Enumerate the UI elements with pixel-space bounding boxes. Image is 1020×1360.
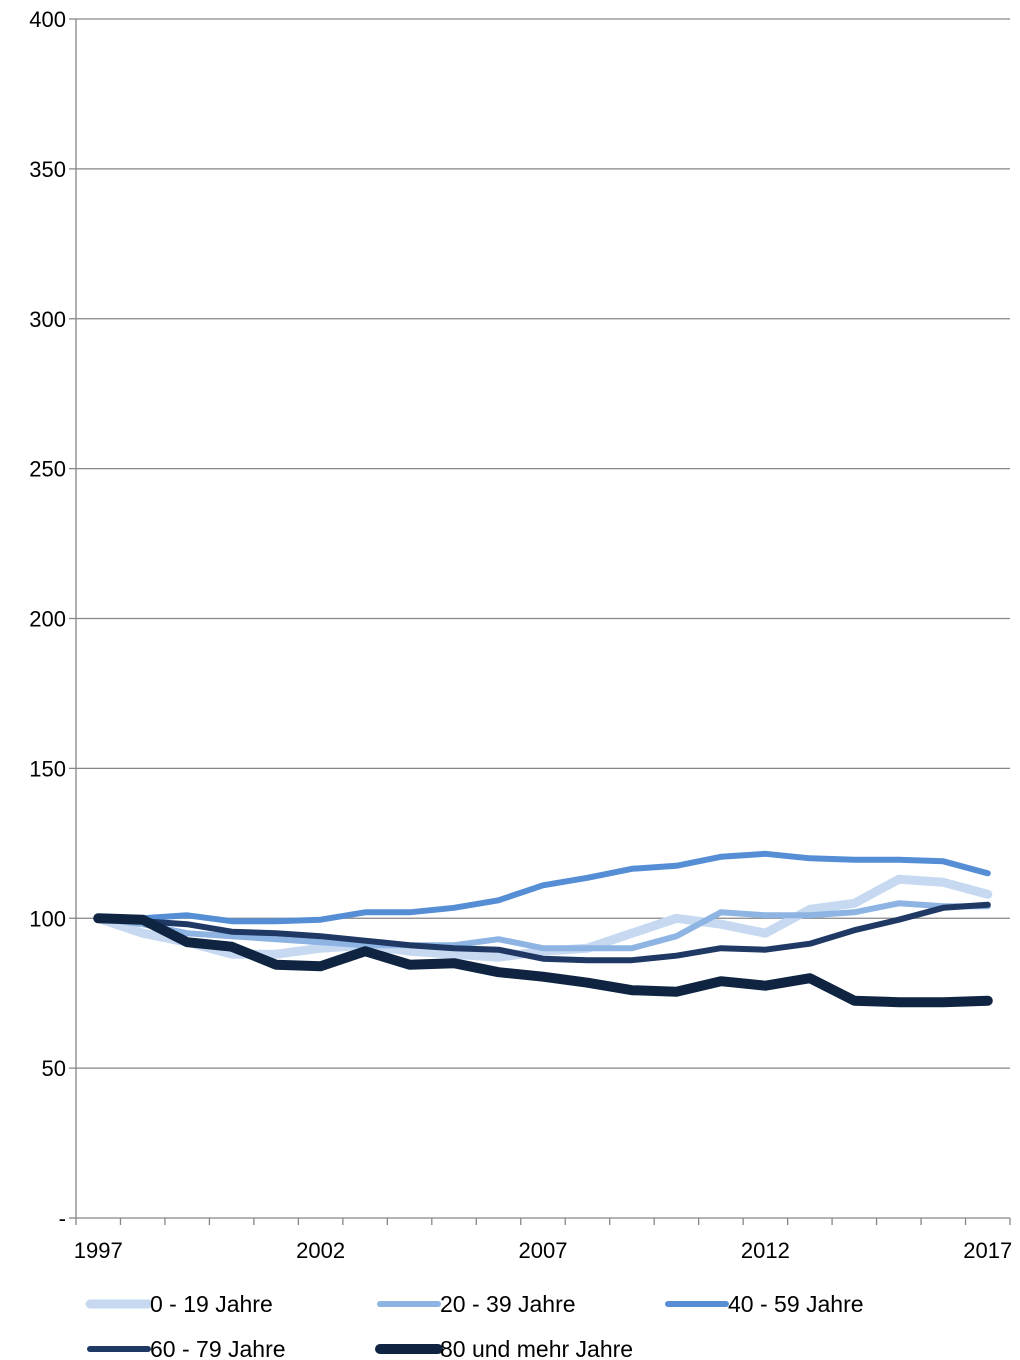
legend-label-3: 40 - 59 Jahre (728, 1291, 864, 1317)
y-tick-label: 100 (29, 906, 66, 931)
tick-labels: - 50 100 150 200 250 300 350 400 1997 2002 2007 2012… (29, 7, 1012, 1263)
series-line-4 (95, 901, 991, 964)
x-tick-label: 2012 (741, 1238, 790, 1263)
x-tick-label: 1997 (74, 1238, 123, 1263)
y-tick-label: 300 (29, 307, 66, 332)
legend-label-4: 60 - 79 Jahre (150, 1336, 286, 1360)
y-tick-label: 150 (29, 756, 66, 781)
x-tick-label: 2007 (519, 1238, 568, 1263)
legend-label-2: 20 - 39 Jahre (440, 1291, 576, 1317)
series-line-2 (95, 900, 991, 952)
series-lines (93, 850, 993, 1008)
y-tick-label: 200 (29, 607, 66, 632)
x-tick-label: 2002 (296, 1238, 345, 1263)
y-tick-label: - (59, 1206, 66, 1231)
series-line-3 (95, 850, 991, 925)
legend-label-1: 0 - 19 Jahre (150, 1291, 273, 1317)
legend: 0 - 19 Jahre 20 - 39 Jahre 40 - 59 Jahre 60… (85, 1291, 864, 1360)
x-tick-label: 2017 (963, 1238, 1012, 1263)
y-tick-label: 350 (29, 157, 66, 182)
axes (69, 18, 1011, 1225)
y-tick-label: 250 (29, 457, 66, 482)
series-line-5 (93, 913, 993, 1008)
y-tick-label: 400 (29, 7, 66, 32)
y-tick-label: 50 (42, 1056, 66, 1081)
legend-label-5: 80 und mehr Jahre (440, 1336, 633, 1360)
